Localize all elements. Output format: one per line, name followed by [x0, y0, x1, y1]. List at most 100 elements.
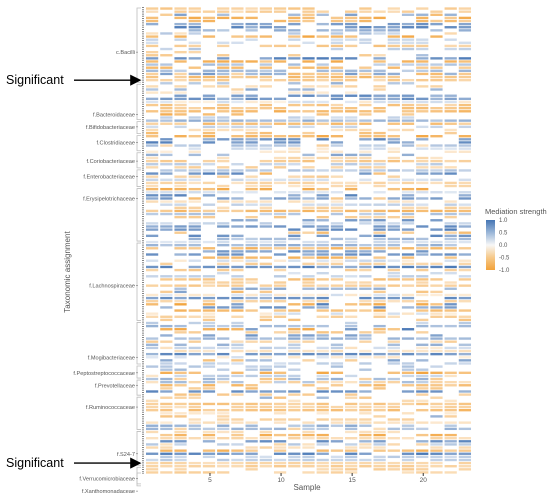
- heatmap-cell: [401, 100, 415, 104]
- heatmap-cell: [231, 430, 244, 434]
- heatmap-cell: [316, 324, 329, 328]
- heatmap-cell: [188, 197, 201, 200]
- heatmap-cell: [458, 455, 472, 459]
- heatmap-cell: [174, 315, 187, 318]
- heatmap-cell: [288, 328, 301, 331]
- heatmap-cell: [430, 125, 443, 129]
- heatmap-cell: [259, 337, 272, 340]
- heatmap-cell: [288, 437, 301, 440]
- heatmap-cell: [273, 141, 287, 144]
- heatmap-cell: [401, 349, 415, 353]
- heatmap-cell: [373, 26, 386, 29]
- heatmap-cell: [458, 10, 472, 13]
- heatmap-cell: [202, 402, 216, 406]
- heatmap-cell: [387, 468, 400, 471]
- heatmap-cell: [174, 259, 187, 262]
- heatmap-cell: [345, 116, 358, 119]
- heatmap-cell: [288, 318, 301, 322]
- heatmap-cell: [245, 461, 258, 465]
- heatmap-cell: [387, 408, 400, 412]
- heatmap-cell: [458, 437, 472, 440]
- heatmap-cell: [217, 187, 230, 191]
- heatmap-cell: [430, 212, 443, 216]
- heatmap-cell: [146, 427, 159, 431]
- heatmap-cell: [160, 32, 173, 35]
- heatmap-cell: [345, 26, 358, 29]
- heatmap-cell: [401, 427, 415, 431]
- heatmap-cell: [330, 41, 344, 44]
- heatmap-cell: [217, 408, 230, 412]
- heatmap-cell: [302, 60, 315, 63]
- heatmap-cell: [416, 187, 429, 191]
- heatmap-cell: [217, 41, 230, 44]
- heatmap-cell: [146, 296, 159, 300]
- heatmap-cell: [430, 458, 443, 462]
- heatmap-cell: [416, 47, 429, 51]
- heatmap-cell: [416, 13, 429, 16]
- heatmap-cell: [259, 66, 272, 69]
- heatmap-cell: [444, 405, 457, 409]
- heatmap-cell: [188, 26, 201, 29]
- heatmap-cell: [273, 107, 287, 110]
- heatmap-cell: [174, 228, 187, 231]
- heatmap-cell: [330, 47, 344, 51]
- heatmap-cell: [458, 144, 472, 147]
- heatmap-cell: [444, 203, 457, 206]
- heatmap-cell: [188, 265, 201, 269]
- heatmap-cell: [231, 281, 244, 284]
- heatmap-cell: [188, 337, 201, 340]
- heatmap-cell: [401, 116, 415, 119]
- heatmap-cell: [458, 209, 472, 213]
- heatmap-cell: [359, 212, 372, 216]
- heatmap-cell: [231, 452, 244, 455]
- heatmap-cell: [259, 346, 272, 350]
- heatmap-cell: [259, 393, 272, 396]
- heatmap-cell: [345, 29, 358, 32]
- heatmap-cell: [458, 461, 472, 465]
- heatmap-cell: [430, 471, 443, 474]
- heatmap-cell: [330, 455, 344, 459]
- heatmap-cell: [359, 110, 372, 113]
- heatmap-cell: [458, 300, 472, 303]
- heatmap-cell: [302, 262, 315, 266]
- heatmap-cell: [302, 256, 315, 259]
- heatmap-cell: [416, 343, 429, 346]
- heatmap-cell: [458, 41, 472, 44]
- heatmap-cell: [160, 365, 173, 368]
- heatmap-cell: [444, 144, 457, 147]
- heatmap-cell: [259, 60, 272, 63]
- heatmap-cell: [202, 384, 216, 387]
- heatmap-cell: [430, 324, 443, 328]
- heatmap-cell: [387, 147, 400, 150]
- heatmap-cell: [174, 203, 187, 206]
- heatmap-cell: [316, 449, 329, 452]
- heatmap-cell: [288, 72, 301, 76]
- heatmap-cell: [202, 10, 216, 13]
- heatmap-cell: [288, 374, 301, 378]
- heatmap-cell: [316, 135, 329, 138]
- heatmap-cell: [231, 359, 244, 362]
- heatmap-cell: [160, 275, 173, 278]
- y-axis-title: Taxonomic assignment: [63, 231, 72, 313]
- heatmap-cell: [416, 103, 429, 107]
- heatmap-cell: [259, 315, 272, 318]
- heatmap-cell: [401, 13, 415, 16]
- heatmap-cell: [387, 103, 400, 107]
- heatmap-cell: [160, 427, 173, 431]
- heatmap-cell: [259, 7, 272, 10]
- heatmap-cell: [202, 212, 216, 216]
- heatmap-cell: [202, 35, 216, 38]
- heatmap-cell: [373, 88, 386, 91]
- heatmap-cell: [202, 312, 216, 315]
- heatmap-cell: [146, 265, 159, 269]
- heatmap-cell: [359, 362, 372, 365]
- y-tick-label: f.Peptostreptococcaceae: [73, 371, 135, 377]
- heatmap-cell: [316, 187, 329, 191]
- heatmap-cell: [416, 16, 429, 20]
- heatmap-cell: [288, 184, 301, 188]
- heatmap-cell: [373, 430, 386, 434]
- heatmap-cell: [231, 169, 244, 172]
- heatmap-cell: [401, 328, 415, 331]
- heatmap-cell: [245, 178, 258, 181]
- heatmap-cell: [316, 69, 329, 73]
